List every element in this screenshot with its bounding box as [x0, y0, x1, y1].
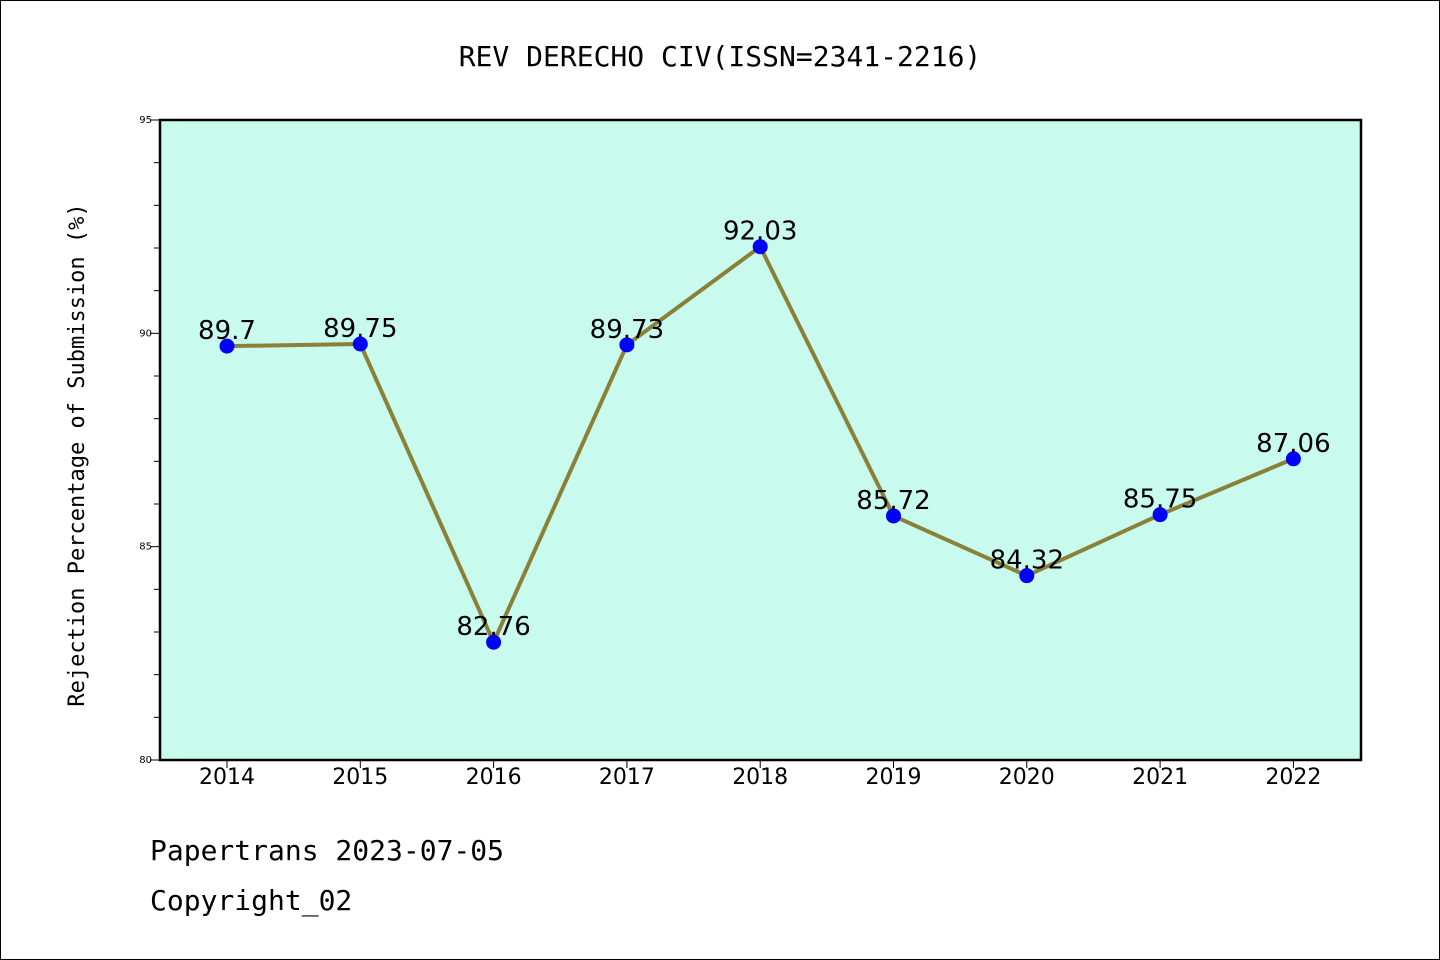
data-point-marker — [619, 337, 635, 353]
data-label: 92.03 — [723, 217, 797, 247]
data-point-marker — [1019, 568, 1035, 584]
data-point-marker — [886, 508, 901, 524]
x-tick-label: 2016 — [466, 765, 522, 790]
chart-title: REV DERECHO CIV(ISSN=2341-2216) — [459, 40, 982, 73]
data-label: 89.73 — [590, 315, 664, 345]
data-point-marker — [219, 338, 235, 354]
data-point-marker — [352, 336, 368, 352]
data-label: 84.32 — [990, 546, 1064, 576]
markers — [219, 239, 1301, 650]
data-label: 82.76 — [456, 612, 530, 642]
x-tick-label: 2018 — [732, 765, 788, 790]
x-tick-label: 2021 — [1132, 765, 1188, 790]
data-labels: 89.7 89.75 82.76 89.73 92.03 85.72 84.32 85.75 8… — [198, 217, 1331, 643]
y-axis: 80 85 90 95 — [139, 115, 160, 766]
data-point-marker — [752, 239, 768, 255]
x-tick-label: 2015 — [332, 765, 388, 790]
x-tick-label: 2022 — [1265, 765, 1321, 790]
x-tick-label: 2019 — [866, 765, 922, 790]
y-axis-label: Rejection Percentage of Submission (%) — [65, 203, 90, 706]
y-tick-label: 90 — [139, 328, 152, 339]
x-tick-label: 2020 — [999, 765, 1055, 790]
data-label: 89.7 — [198, 316, 256, 346]
data-point-marker — [486, 634, 502, 650]
x-axis: 2014 2015 2016 2017 2018 2019 2020 2021 2022 — [199, 760, 1321, 790]
y-tick-label: 85 — [139, 542, 152, 553]
data-point-marker — [1285, 451, 1301, 467]
y-tick-label: 95 — [139, 115, 152, 126]
footer-date: Papertrans 2023-07-05 — [150, 834, 505, 867]
data-label: 85.75 — [1123, 485, 1197, 515]
data-point-marker — [1152, 507, 1168, 523]
data-label: 89.75 — [323, 314, 397, 344]
x-tick-label: 2017 — [599, 765, 655, 790]
y-tick-label: 80 — [139, 755, 152, 766]
footer-copyright: Copyright_02 — [150, 884, 353, 917]
plot-area — [158, 118, 1363, 762]
data-label: 85.72 — [856, 486, 930, 516]
data-label: 87.06 — [1256, 429, 1330, 459]
x-tick-label: 2014 — [199, 765, 255, 790]
